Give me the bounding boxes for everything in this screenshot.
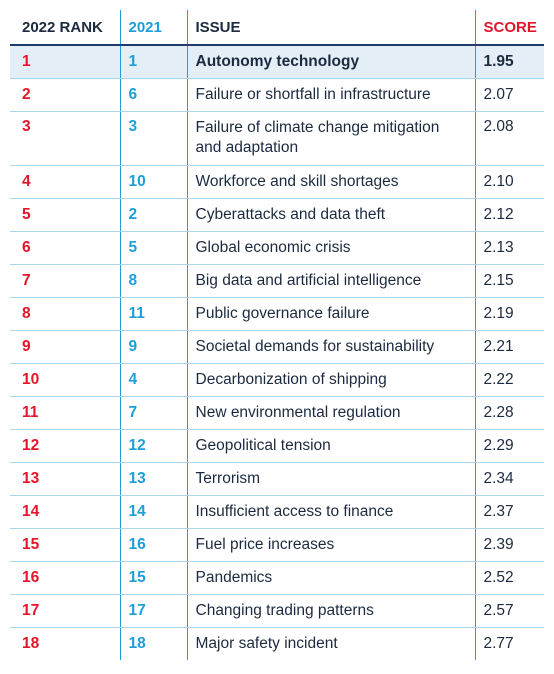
- rank-2021-cell: 2: [119, 198, 187, 232]
- header-issue: ISSUE: [186, 10, 475, 46]
- rank-2021-cell: 9: [119, 330, 187, 364]
- rank-2021-cell: 6: [119, 78, 187, 112]
- rank-2022-cell: 16: [10, 561, 120, 595]
- score-cell: 2.39: [474, 528, 544, 562]
- rank-2022-cell: 5: [10, 198, 120, 232]
- table-row: 12 12 Geopolitical tension 2.29: [10, 429, 544, 463]
- score-cell: 2.21: [474, 330, 544, 364]
- rank-2022-cell: 6: [10, 231, 120, 265]
- table-row: 7 8 Big data and artificial intelligence 2.…: [10, 264, 544, 298]
- table-row: 9 9 Societal demands for sustainability 2.2…: [10, 330, 544, 364]
- issue-cell: Failure or shortfall in infrastructure: [186, 78, 475, 112]
- table-row: 14 14 Insufficient access to finance 2.37: [10, 495, 544, 529]
- table-row: 11 7 New environmental regulation 2.28: [10, 396, 544, 430]
- issue-cell: New environmental regulation: [186, 396, 475, 430]
- issue-cell: Geopolitical tension: [186, 429, 475, 463]
- rank-2022-cell: 14: [10, 495, 120, 529]
- issue-cell: Public governance failure: [186, 297, 475, 331]
- score-cell: 2.52: [474, 561, 544, 595]
- score-cell: 2.12: [474, 198, 544, 232]
- table-row: 6 5 Global economic crisis 2.13: [10, 231, 544, 265]
- rank-2022-cell: 3: [10, 111, 120, 166]
- header-2021: 2021: [119, 10, 187, 46]
- rank-2021-cell: 14: [119, 495, 187, 529]
- rank-2021-cell: 1: [119, 45, 187, 79]
- issue-cell: Insufficient access to finance: [186, 495, 475, 529]
- score-cell: 2.08: [474, 111, 544, 166]
- header-row: 2022 RANK 2021 ISSUE SCORE: [10, 10, 544, 46]
- rank-2022-cell: 12: [10, 429, 120, 463]
- table-row: 15 16 Fuel price increases 2.39: [10, 528, 544, 562]
- score-cell: 2.10: [474, 165, 544, 199]
- rank-2021-cell: 18: [119, 627, 187, 660]
- rank-2022-cell: 9: [10, 330, 120, 364]
- header-2022-rank: 2022 RANK: [10, 10, 120, 46]
- rank-2021-cell: 8: [119, 264, 187, 298]
- score-cell: 2.34: [474, 462, 544, 496]
- issue-cell: Autonomy technology: [186, 45, 475, 79]
- risk-ranking-table: 2022 RANK 2021 ISSUE SCORE 1 1 Autonomy te…: [10, 10, 544, 660]
- score-cell: 1.95: [474, 45, 544, 79]
- rank-2022-cell: 15: [10, 528, 120, 562]
- table-row: 10 4 Decarbonization of shipping 2.22: [10, 363, 544, 397]
- score-cell: 2.57: [474, 594, 544, 628]
- rank-2021-cell: 13: [119, 462, 187, 496]
- score-cell: 2.15: [474, 264, 544, 298]
- table-row: 16 15 Pandemics 2.52: [10, 561, 544, 595]
- rank-2022-cell: 10: [10, 363, 120, 397]
- rank-2022-cell: 2: [10, 78, 120, 112]
- issue-cell: Changing trading patterns: [186, 594, 475, 628]
- rank-2022-cell: 7: [10, 264, 120, 298]
- rank-2022-cell: 11: [10, 396, 120, 430]
- rank-2021-cell: 7: [119, 396, 187, 430]
- issue-cell: Terrorism: [186, 462, 475, 496]
- score-cell: 2.13: [474, 231, 544, 265]
- rank-2022-cell: 1: [10, 45, 120, 79]
- rank-2021-cell: 5: [119, 231, 187, 265]
- rank-2022-cell: 18: [22, 634, 40, 652]
- table-row: 17 17 Changing trading patterns 2.57: [10, 594, 544, 628]
- issue-cell: Global economic crisis: [186, 231, 475, 265]
- issue-cell: Failure of climate change mitigation and…: [186, 111, 475, 166]
- table-row: 18 18 Major safety incident 2.77: [10, 627, 544, 660]
- table-row: 5 2 Cyberattacks and data theft 2.12: [10, 198, 544, 232]
- table-row: 2 6 Failure or shortfall in infrastructure…: [10, 78, 544, 112]
- score-cell: 2.29: [474, 429, 544, 463]
- table-row: 3 3 Failure of climate change mitigation a…: [10, 111, 544, 166]
- issue-cell: Cyberattacks and data theft: [186, 198, 475, 232]
- rank-2021-cell: 12: [119, 429, 187, 463]
- rank-2021-cell: 17: [119, 594, 187, 628]
- issue-cell: Major safety incident: [186, 627, 475, 660]
- issue-cell: Decarbonization of shipping: [186, 363, 475, 397]
- rank-2022-cell: 17: [10, 594, 120, 628]
- rank-2021-cell: 11: [119, 297, 187, 331]
- table-row: 4 10 Workforce and skill shortages 2.10: [10, 165, 544, 199]
- issue-cell: Big data and artificial intelligence: [186, 264, 475, 298]
- rank-2022-cell: 4: [10, 165, 120, 199]
- score-cell: 2.22: [474, 363, 544, 397]
- score-cell: 2.77: [474, 627, 544, 660]
- rank-2022-cell: 8: [10, 297, 120, 331]
- table-row: 13 13 Terrorism 2.34: [10, 462, 544, 496]
- score-cell: 2.28: [474, 396, 544, 430]
- score-cell: 2.19: [474, 297, 544, 331]
- score-cell: 2.07: [474, 78, 544, 112]
- rank-2021-cell: 4: [119, 363, 187, 397]
- issue-cell: Societal demands for sustainability: [186, 330, 475, 364]
- rank-2021-cell: 3: [119, 111, 187, 166]
- table-row: 8 11 Public governance failure 2.19: [10, 297, 544, 331]
- issue-cell: Fuel price increases: [186, 528, 475, 562]
- header-score: SCORE: [474, 10, 544, 46]
- score-cell: 2.37: [474, 495, 544, 529]
- issue-cell: Pandemics: [186, 561, 475, 595]
- table-row: 1 1 Autonomy technology 1.95: [10, 45, 544, 79]
- rank-2021-cell: 16: [119, 528, 187, 562]
- issue-cell: Workforce and skill shortages: [186, 165, 475, 199]
- rank-2021-cell: 10: [119, 165, 187, 199]
- rank-2021-cell: 15: [119, 561, 187, 595]
- rank-2022-cell: 13: [10, 462, 120, 496]
